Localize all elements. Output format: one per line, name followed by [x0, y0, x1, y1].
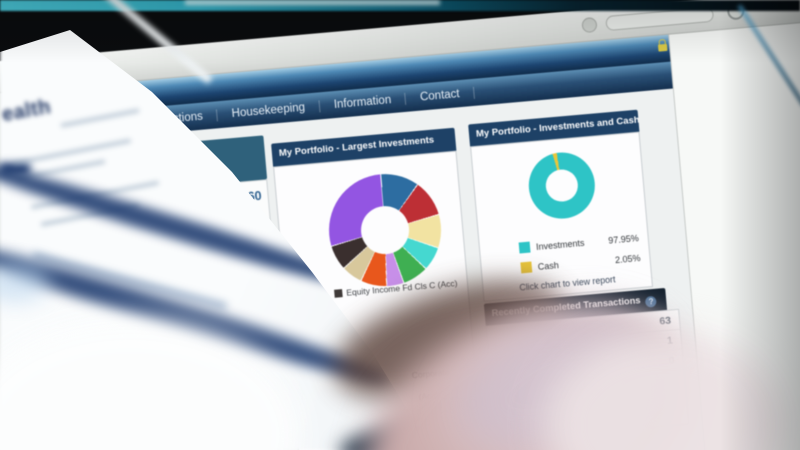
transaction-count: 63: [658, 314, 672, 328]
nav-item-contact[interactable]: Contact: [405, 86, 476, 105]
paper-text-line: [60, 108, 140, 128]
help-icon[interactable]: ?: [645, 295, 658, 308]
paper-text-line: [12, 138, 132, 166]
legend-swatch: [520, 261, 533, 274]
nav-item-information[interactable]: Information: [319, 92, 407, 112]
nav-item-housekeeping[interactable]: Housekeeping: [217, 99, 321, 121]
legend-swatch: [518, 241, 531, 254]
padlock-icon: [657, 43, 668, 52]
paper-logo-text: ealth: [0, 95, 53, 127]
monitor-edge-highlight: [185, 0, 440, 5]
browser-button-icon[interactable]: [581, 16, 598, 34]
legend-swatch: [334, 289, 343, 298]
monitor-top-edge: [0, 0, 800, 11]
